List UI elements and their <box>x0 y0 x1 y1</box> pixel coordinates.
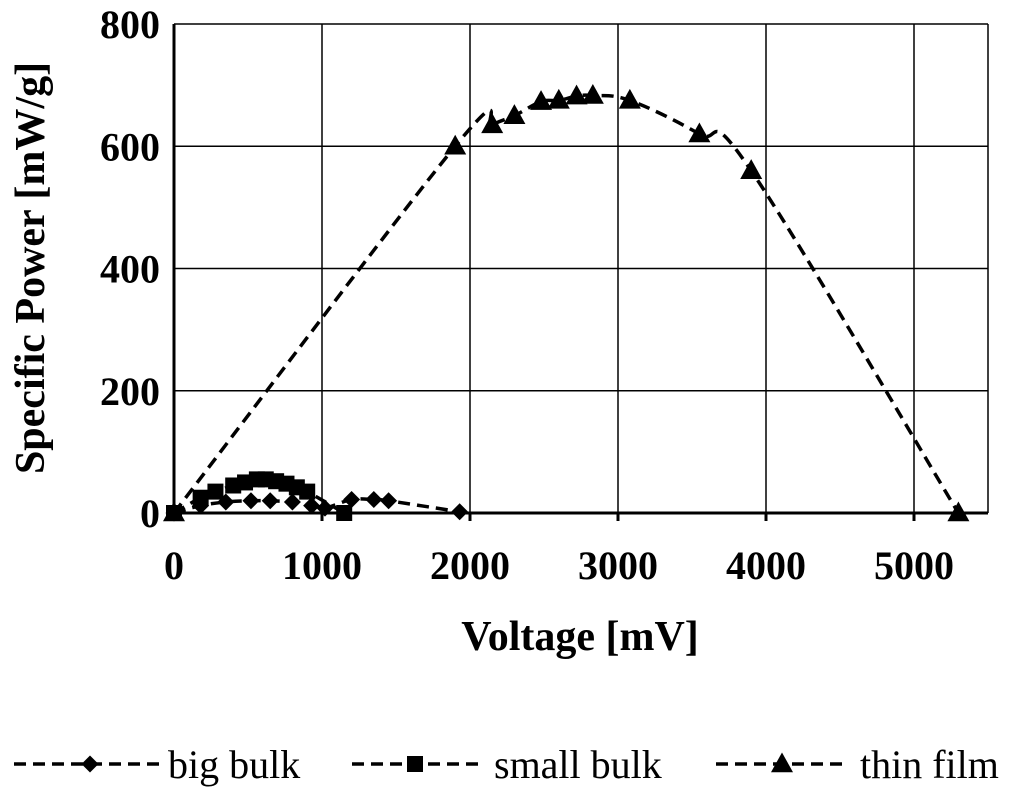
data-point-thin-film-11 <box>947 501 970 522</box>
y-tick-label-0: 0 <box>140 491 160 536</box>
data-point-thin-film-3 <box>503 104 526 124</box>
series-line-thin-film <box>172 93 960 515</box>
data-point-thin-film-8 <box>618 88 641 109</box>
y-tick-label-3: 600 <box>100 124 160 169</box>
legend-label-thin-film: thin film <box>860 742 999 787</box>
y-tick-label-2: 400 <box>100 247 160 292</box>
tick-labels: 0 200 400 600 800 0 1000 2000 3000 4000 5000 <box>100 2 954 588</box>
data-point-thin-film-4 <box>530 90 553 110</box>
x-tick-label-2: 2000 <box>430 543 510 588</box>
data-point-big-bulk-10 <box>380 492 398 510</box>
legend-item-small-bulk: small bulk <box>352 742 662 787</box>
y-axis-title: Specific Power [mW/g] <box>8 62 54 474</box>
x-tick-label-1: 1000 <box>282 543 362 588</box>
data-point-thin-film-10 <box>740 159 763 179</box>
legend-item-big-bulk: big bulk <box>14 742 300 787</box>
x-tick-label-3: 3000 <box>578 543 658 588</box>
data-point-thin-film-2 <box>481 113 504 134</box>
data-point-big-bulk-7 <box>316 499 334 517</box>
data-point-big-bulk-5 <box>283 493 301 511</box>
data-point-small-bulk-1 <box>192 489 209 506</box>
data-point-big-bulk-3 <box>242 492 260 510</box>
data-point-thin-film-5 <box>547 88 570 109</box>
series-thin-film <box>163 83 970 522</box>
legend-marker-thin-film <box>771 752 793 773</box>
legend-item-thin-film: thin film <box>716 742 999 787</box>
x-axis-title: Voltage [mV] <box>461 614 699 660</box>
legend-label-big-bulk: big bulk <box>168 742 300 787</box>
legend-label-small-bulk: small bulk <box>494 742 662 787</box>
data-point-big-bulk-8 <box>343 491 361 509</box>
legend-marker-big-bulk <box>81 755 99 773</box>
data-point-thin-film-6 <box>565 84 588 105</box>
x-tick-label-4: 4000 <box>726 543 806 588</box>
y-tick-label-4: 800 <box>100 2 160 47</box>
data-point-small-bulk-2 <box>207 483 224 500</box>
data-point-small-bulk-10 <box>299 483 316 500</box>
data-point-thin-film-7 <box>581 83 604 104</box>
legend: big bulk small bulk thin film <box>14 742 999 787</box>
legend-marker-small-bulk <box>407 756 423 772</box>
data-point-big-bulk-9 <box>365 491 383 509</box>
data-point-big-bulk-11 <box>451 503 469 521</box>
x-tick-label-0: 0 <box>164 543 184 588</box>
data-point-thin-film-0 <box>163 501 185 522</box>
y-tick-label-1: 200 <box>100 369 160 414</box>
x-tick-label-5: 5000 <box>874 543 954 588</box>
series-layer <box>163 83 970 522</box>
data-point-thin-film-9 <box>688 122 711 143</box>
data-point-thin-film-1 <box>444 134 467 155</box>
data-point-small-bulk-11 <box>336 505 353 521</box>
data-point-big-bulk-6 <box>303 497 321 515</box>
data-point-big-bulk-4 <box>261 492 279 510</box>
grid-lines <box>174 23 989 513</box>
